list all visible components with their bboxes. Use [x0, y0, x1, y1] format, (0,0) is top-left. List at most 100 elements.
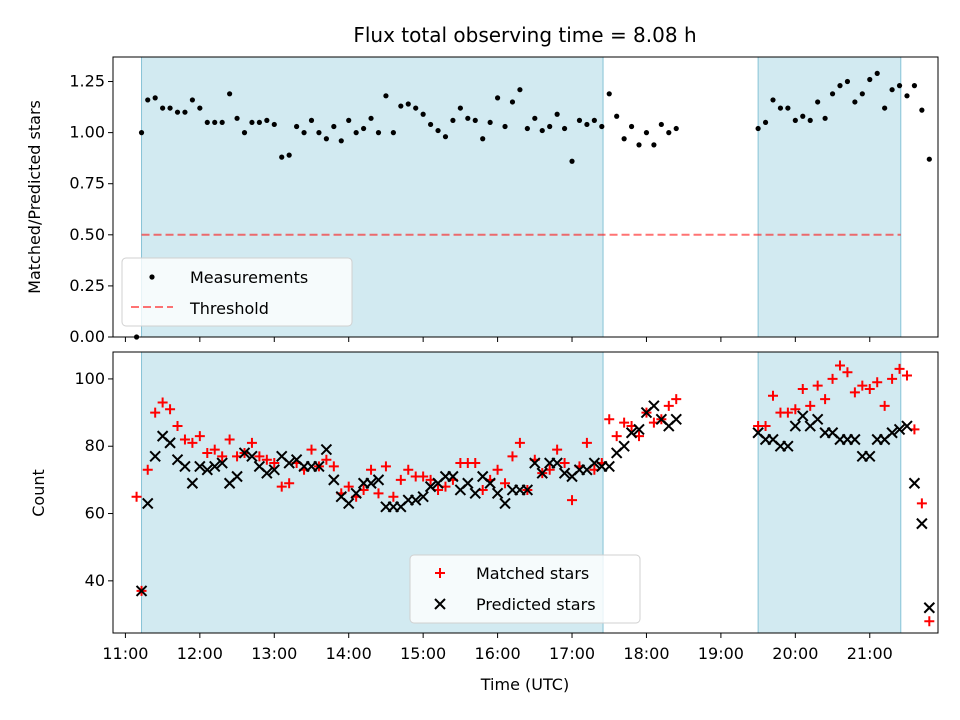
- measurement-point: [882, 105, 888, 111]
- predicted-star-marker: [484, 477, 496, 489]
- matched-star-marker: [611, 431, 622, 442]
- matched-star-marker: [864, 384, 875, 395]
- matched-star-marker: [165, 404, 176, 415]
- x-tick-label: 17:00: [549, 644, 595, 663]
- matched-star-marker: [131, 491, 142, 502]
- matched-star-marker: [194, 431, 205, 442]
- legend-predicted-marker: [434, 598, 446, 610]
- measurement-point: [867, 76, 873, 83]
- matched-star-marker: [834, 360, 845, 371]
- measurement-point: [427, 121, 434, 128]
- matched-star-marker: [663, 400, 674, 411]
- matched-star-marker: [276, 481, 287, 492]
- matched-star-marker: [366, 464, 377, 475]
- predicted-star-marker: [320, 443, 333, 456]
- matched-star-marker: [552, 444, 563, 455]
- top-panel: 0.00 0.25 0.50 0.75 1.00 1.25 Measurements Thre…: [69, 56, 939, 346]
- measurement-point: [167, 105, 173, 111]
- predicted-star-marker: [901, 420, 913, 432]
- matched-star-marker: [261, 454, 272, 465]
- measurement-point: [800, 113, 806, 119]
- matched-star-marker: [321, 454, 332, 465]
- matched-star-marker: [403, 464, 414, 475]
- matched-star-marker: [157, 397, 168, 408]
- matched-star-marker: [254, 451, 265, 462]
- predicted-star-marker: [142, 497, 154, 510]
- predicted-star-marker: [908, 477, 921, 489]
- measurement-point: [420, 111, 426, 117]
- predicted-star-marker: [447, 470, 459, 483]
- x-tick-label: 15:00: [400, 644, 446, 663]
- predicted-star-marker: [469, 487, 481, 500]
- predicted-star-marker: [424, 480, 437, 493]
- predicted-star-marker: [797, 410, 809, 422]
- legend-label-threshold: Threshold: [189, 299, 269, 318]
- measurement-point: [770, 97, 776, 103]
- predicted-star-marker: [923, 602, 936, 614]
- legend-label-measurements: Measurements: [190, 268, 308, 287]
- measurement-point: [442, 134, 449, 140]
- predicted-star-marker: [372, 474, 385, 486]
- predicted-star-marker: [782, 440, 794, 452]
- series-scatter-1: [133, 70, 932, 340]
- legend-matched-marker: [435, 568, 445, 578]
- measurement-point: [621, 136, 627, 142]
- matched-star-marker: [857, 380, 868, 391]
- predicted-star-marker: [194, 460, 206, 473]
- matched-star-marker: [924, 616, 935, 627]
- predicted-star-marker: [328, 474, 340, 486]
- legend-box: [121, 257, 353, 327]
- legend-measurement-marker: [149, 274, 155, 280]
- predicted-star-marker: [462, 477, 474, 489]
- measurement-point: [643, 130, 650, 136]
- predicted-star-marker: [343, 497, 355, 510]
- matched-star-marker: [418, 471, 429, 482]
- x-axis-label: Time (UTC): [480, 675, 569, 694]
- predicted-star-marker: [811, 413, 824, 426]
- axes-frame: [112, 351, 939, 634]
- predicted-star-marker: [409, 494, 422, 506]
- y-tick-label: 1.25: [69, 72, 105, 91]
- matched-star-marker: [284, 478, 295, 489]
- x-tick-label: 19:00: [698, 644, 744, 663]
- matched-star-marker: [581, 437, 592, 448]
- matched-star-marker: [373, 488, 384, 499]
- measurement-point: [822, 115, 828, 121]
- x-tick-label: 14:00: [326, 644, 372, 663]
- predicted-star-marker: [886, 427, 898, 439]
- measurement-point: [837, 83, 843, 89]
- matched-star-marker: [142, 464, 153, 475]
- predicted-star-marker: [283, 457, 295, 469]
- matched-star-marker: [514, 437, 525, 448]
- measurement-point: [346, 117, 352, 123]
- y-tick-label: 60: [85, 504, 105, 523]
- predicted-star-marker: [648, 400, 660, 412]
- series-cross-2: [135, 400, 936, 614]
- matched-star-marker: [872, 377, 883, 388]
- matched-star-marker: [849, 387, 860, 398]
- measurement-point: [294, 123, 300, 130]
- matched-star-marker: [901, 370, 912, 381]
- measurement-point: [212, 119, 218, 126]
- x-tick-label: 21:00: [847, 644, 893, 663]
- measurement-point: [591, 117, 597, 123]
- predicted-star-marker: [588, 457, 601, 469]
- matched-star-marker: [887, 373, 898, 384]
- predicted-star-marker: [186, 477, 199, 489]
- measurement-point: [331, 123, 337, 130]
- measurement-point: [815, 99, 821, 105]
- measurement-point: [398, 103, 404, 109]
- matched-star-marker: [768, 390, 778, 401]
- measurement-point: [524, 125, 530, 132]
- matched-star-marker: [507, 451, 518, 462]
- predicted-star-marker: [179, 460, 191, 473]
- predicted-star-marker: [268, 464, 280, 476]
- predicted-star-marker: [135, 585, 148, 597]
- matched-star-marker: [172, 421, 183, 432]
- matched-star-marker: [760, 421, 771, 432]
- matched-star-marker: [246, 437, 257, 448]
- measurement-point: [435, 127, 441, 134]
- predicted-star-marker: [893, 423, 906, 436]
- x-tick-label: 16:00: [475, 644, 521, 663]
- measurement-point: [509, 99, 516, 105]
